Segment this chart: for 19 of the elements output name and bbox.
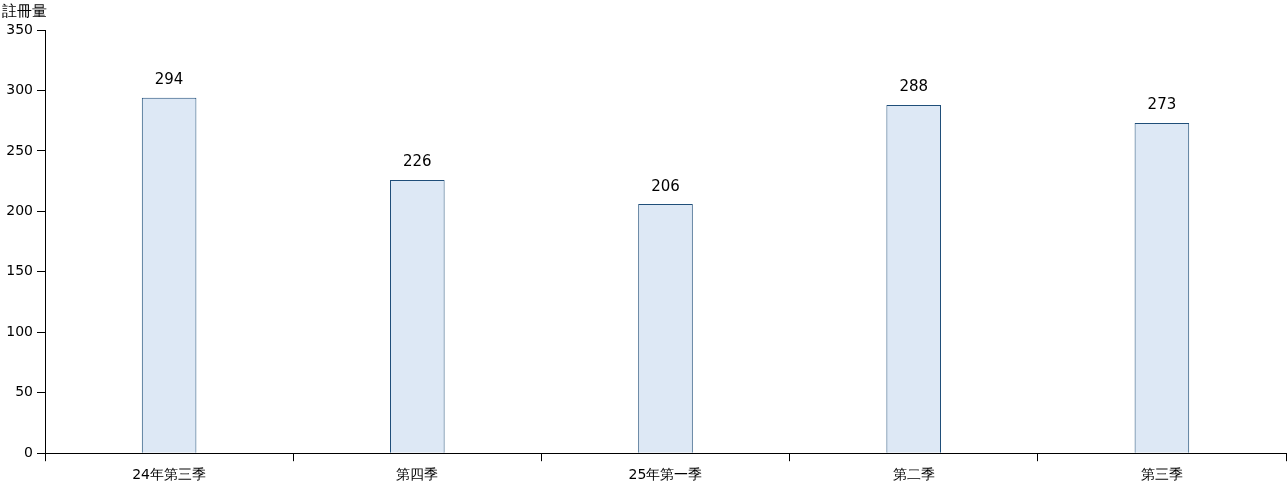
data-label: 273 bbox=[1147, 95, 1177, 114]
data-label: 294 bbox=[154, 70, 184, 89]
y-tick-label: 200 bbox=[6, 202, 33, 219]
y-axis-title: 註冊量 bbox=[2, 2, 47, 21]
x-tick-label: 第二季 bbox=[892, 466, 935, 483]
y-tick-label: 50 bbox=[15, 383, 33, 400]
y-tick-label: 150 bbox=[6, 262, 33, 279]
x-tick-label: 第三季 bbox=[1140, 466, 1183, 483]
data-label: 226 bbox=[402, 152, 432, 171]
x-tick-label: 25年第一季 bbox=[628, 466, 703, 483]
x-tick-label: 第四季 bbox=[396, 466, 439, 483]
y-tick-label: 300 bbox=[6, 81, 33, 98]
y-tick-label: 100 bbox=[6, 322, 33, 339]
y-tick-label: 250 bbox=[6, 141, 33, 158]
y-tick-label: 0 bbox=[24, 443, 33, 460]
y-tick-label: 350 bbox=[6, 20, 33, 37]
data-label: 288 bbox=[899, 77, 929, 96]
x-tick-label: 24年第三季 bbox=[132, 466, 207, 483]
data-label: 206 bbox=[651, 176, 680, 195]
